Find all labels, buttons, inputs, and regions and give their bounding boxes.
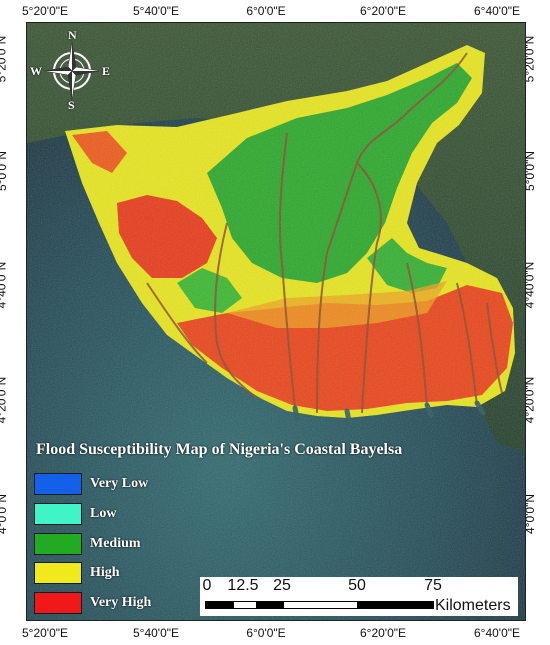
legend-label: Low [90,506,117,521]
scale-segment [205,601,233,609]
map-frame[interactable] [26,22,526,621]
lat-label-left: 4°20'0"N [0,376,9,424]
legend-item-very-low: Very Low [34,473,148,495]
lat-label-left: 5°0'0"N [0,150,10,192]
flood-susceptibility-map[interactable] [27,23,525,620]
scale-tick-label: 12.5 [227,577,259,594]
lon-label-bottom: 6°40'0"E [473,626,521,640]
legend-swatch [34,562,82,584]
legend-swatch [34,503,82,525]
scale-tick-label: 25 [273,577,291,594]
scale-tick-label: 50 [348,577,366,594]
compass-east-label: E [102,64,111,78]
lon-label-top: 5°20'0"E [21,4,69,18]
lon-label-bottom: 5°20'0"E [21,626,69,640]
lon-label-top: 6°40'0"E [473,4,521,18]
legend-label: High [90,565,120,580]
legend-label: Very Low [90,476,149,491]
satellite-texture [27,23,525,620]
scale-tick-label: 0 [202,577,212,594]
legend-item-very-high: Very High [34,592,151,614]
scale-segment [358,601,434,609]
legend-item-medium: Medium [34,533,141,555]
legend-swatch [34,533,82,555]
lon-label-bottom: 5°40'0"E [132,626,180,640]
lon-label-top: 6°0'0"E [246,4,286,18]
lon-label-bottom: 6°0'0"E [246,626,286,640]
legend-item-high: High [34,562,120,584]
scale-bar: 0 12.5 25 50 75 Kilometers [200,577,518,616]
legend-label: Medium [90,536,141,551]
compass-icon [43,41,101,101]
scale-segment [283,601,358,609]
lat-label-left: 5°20'0"N [0,35,9,83]
lon-label-bottom: 6°20'0"E [359,626,407,640]
legend-item-low: Low [34,503,116,525]
compass-north-label: N [68,28,77,42]
scale-unit-label: Kilometers [435,597,511,614]
lon-label-top: 6°20'0"E [359,4,407,18]
scale-segment [257,601,283,609]
lat-label-left: 4°0'0"N [0,493,10,535]
compass-rose: N S W E [30,28,111,112]
scale-tick-label: 75 [424,577,442,594]
legend-label: Very High [90,595,152,610]
scale-segment [233,601,257,609]
legend-swatch [34,592,82,614]
map-title: Flood Susceptibility Map of Nigeria's Co… [36,441,403,458]
compass-west-label: W [30,64,42,78]
compass-south-label: S [68,98,75,112]
lat-label-left: 4°40'0"N [0,261,9,309]
legend-swatch [34,473,82,495]
lon-label-top: 5°40'0"E [132,4,180,18]
